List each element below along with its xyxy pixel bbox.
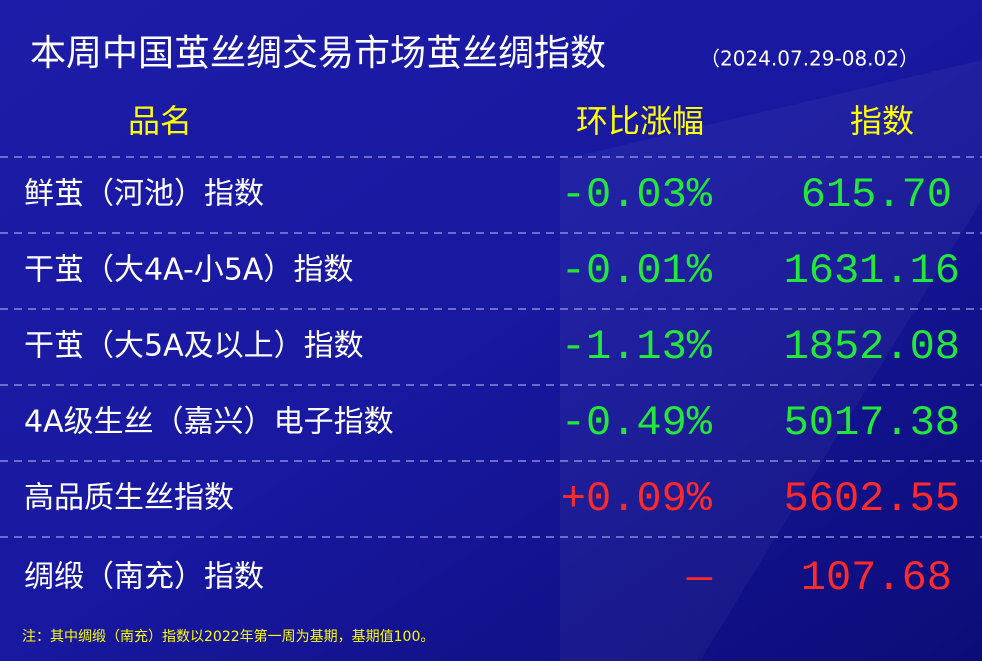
item-name: 绸缎（南充）指数	[24, 560, 264, 595]
change-value: -0.03%	[561, 171, 713, 219]
item-name: 高品质生丝指数	[24, 481, 234, 516]
index-value: 615.70	[801, 171, 952, 219]
item-name: 鲜茧（河池）指数	[24, 177, 264, 212]
index-value: 1852.08	[784, 323, 960, 371]
index-value: 5017.38	[784, 399, 960, 447]
footnote: 注：其中绸缎（南充）指数以2022年第一周为基期，基期值100。	[22, 628, 434, 645]
index-value: 107.68	[801, 554, 952, 602]
item-name: 干茧（大4A-小5A）指数	[24, 253, 353, 288]
item-name: 4A级生丝（嘉兴）电子指数	[24, 405, 394, 440]
change-value: -1.13%	[561, 323, 713, 371]
change-value: -0.01%	[561, 247, 713, 295]
column-header: 品名	[128, 102, 192, 140]
item-name: 干茧（大5A及以上）指数	[24, 329, 364, 364]
title: 本周中国茧丝绸交易市场茧丝绸指数	[30, 33, 606, 74]
column-header: 指数	[850, 102, 914, 140]
change-value: +0.09%	[561, 475, 713, 523]
index-value: 1631.16	[784, 247, 960, 295]
column-header: 环比涨幅	[576, 102, 704, 140]
change-value: —	[686, 554, 713, 602]
index-value: 5602.55	[784, 475, 960, 523]
light-band	[560, 60, 982, 661]
date-range: （2024.07.29-08.02）	[700, 47, 919, 71]
change-value: -0.49%	[561, 399, 713, 447]
